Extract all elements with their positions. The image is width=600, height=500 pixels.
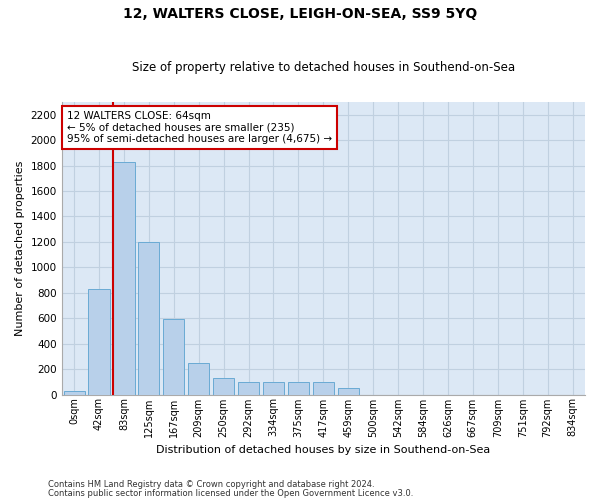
Text: 12, WALTERS CLOSE, LEIGH-ON-SEA, SS9 5YQ: 12, WALTERS CLOSE, LEIGH-ON-SEA, SS9 5YQ [123, 8, 477, 22]
Bar [288, 382, 309, 394]
Bar [188, 362, 209, 394]
Bar [238, 382, 259, 394]
Bar [338, 388, 359, 394]
Bar [263, 382, 284, 394]
Text: 12 WALTERS CLOSE: 64sqm
← 5% of detached houses are smaller (235)
95% of semi-de: 12 WALTERS CLOSE: 64sqm ← 5% of detached… [67, 111, 332, 144]
Bar [213, 378, 234, 394]
X-axis label: Distribution of detached houses by size in Southend-on-Sea: Distribution of detached houses by size … [156, 445, 490, 455]
Bar [88, 289, 110, 395]
Text: Contains HM Land Registry data © Crown copyright and database right 2024.: Contains HM Land Registry data © Crown c… [48, 480, 374, 489]
Bar [64, 390, 85, 394]
Bar [313, 382, 334, 394]
Title: Size of property relative to detached houses in Southend-on-Sea: Size of property relative to detached ho… [132, 62, 515, 74]
Y-axis label: Number of detached properties: Number of detached properties [15, 160, 25, 336]
Bar [163, 320, 184, 394]
Bar [138, 242, 160, 394]
Bar [113, 162, 134, 394]
Text: Contains public sector information licensed under the Open Government Licence v3: Contains public sector information licen… [48, 489, 413, 498]
